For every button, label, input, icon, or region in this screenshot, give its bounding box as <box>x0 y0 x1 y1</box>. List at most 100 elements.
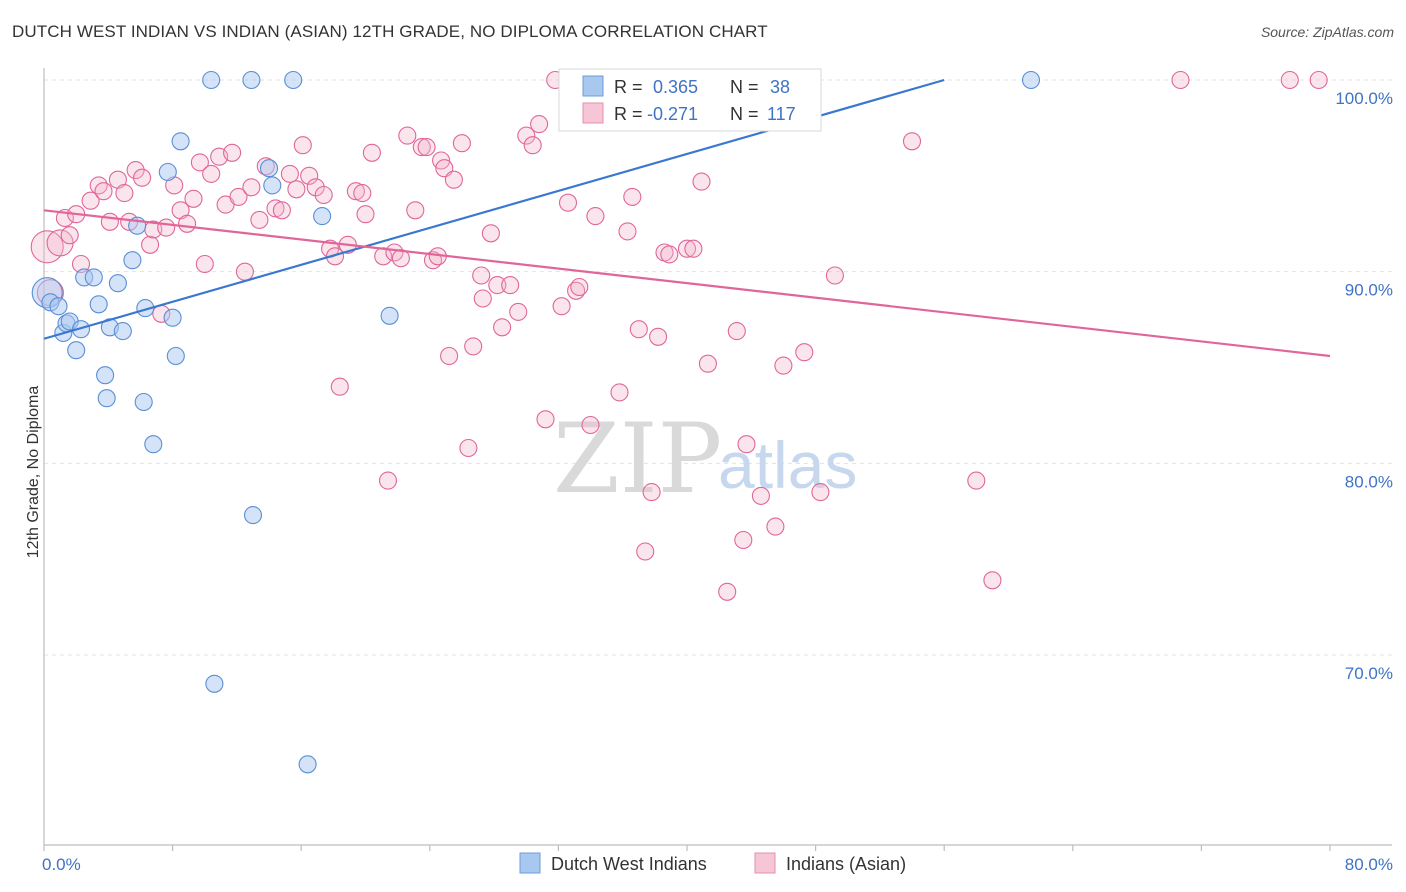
x-tick-label-min: 0.0% <box>42 855 81 874</box>
indians-asian-point-52 <box>378 471 398 490</box>
indians-asian-point-69 <box>473 289 492 308</box>
dutch-west-indians-point-27 <box>242 70 261 90</box>
indians-asian-point-7 <box>81 191 100 210</box>
indians-asian-point-63 <box>440 346 459 366</box>
indians-asian-point-94 <box>660 245 679 264</box>
indians-asian-point-15 <box>133 168 152 187</box>
y-tick-label-100: 100.0% <box>1335 89 1393 108</box>
watermark: ZIP atlas <box>553 403 857 515</box>
dutch-west-indians-point-37 <box>1021 70 1041 90</box>
indians-asian-point-16 <box>141 235 160 254</box>
dutch-west-indians-point-34 <box>380 306 399 325</box>
indians-asian-point-95 <box>677 239 697 258</box>
indians-asian-point-102 <box>737 435 756 454</box>
indians-asian-point-50 <box>362 143 381 162</box>
legend-swatch-pink <box>582 102 604 124</box>
indians-asian-point-106 <box>795 343 814 362</box>
indians-asian-point-14 <box>126 161 145 180</box>
indians-asian-point-74 <box>509 302 528 321</box>
indians-asian-point-66 <box>459 438 478 458</box>
indians-asian-point-4 <box>60 226 79 245</box>
indians-asian-point-110 <box>967 471 986 490</box>
indians-asian-point-39 <box>293 136 312 155</box>
indians-asian-point-87 <box>618 222 637 241</box>
dutch-west-indians-point-33 <box>313 207 332 226</box>
watermark-atlas: atlas <box>718 428 857 502</box>
x-tick-label-max: 80.0% <box>1345 855 1393 874</box>
watermark-zip: ZIP <box>553 403 722 515</box>
indians-asian-point-58 <box>417 138 436 157</box>
dutch-west-indians-point-9 <box>84 268 103 287</box>
y-axis-title: 12th Grade, No Diploma <box>25 386 42 559</box>
indians-asian-point-108 <box>825 266 844 285</box>
grid-lines <box>44 79 1392 656</box>
dutch-west-indians-point-24 <box>171 132 190 151</box>
indians-asian-point-67 <box>464 337 483 356</box>
indians-asian-point-30 <box>229 187 248 206</box>
indians-asian-point-65 <box>452 134 471 153</box>
indians-asian-point-100 <box>727 322 746 341</box>
chart-title: DUTCH WEST INDIAN VS INDIAN (ASIAN) 12TH… <box>12 22 768 41</box>
indians-asian-point-8 <box>89 176 108 195</box>
dutch-west-indians-point-26 <box>205 674 224 693</box>
legend-n-label-1: N = <box>730 77 759 97</box>
y-tick-label-70: 70.0% <box>1345 664 1393 683</box>
indians-asian-point-71 <box>488 276 507 295</box>
correlation-legend: R = 0.365 N = 38 R = -0.271 N = 117 <box>558 68 822 132</box>
dutch-west-indians-point-12 <box>97 389 116 408</box>
indians-asian-point-55 <box>398 126 417 145</box>
bottom-legend-swatch-pink <box>754 852 776 874</box>
dutch-west-indians-point-31 <box>284 70 303 90</box>
indians-asian-point-86 <box>610 383 629 402</box>
indians-asian-point-96 <box>684 239 703 258</box>
indians-asian-point-77 <box>530 115 549 134</box>
y-tick-label-80: 80.0% <box>1345 472 1393 491</box>
indians-asian-point-56 <box>406 201 425 220</box>
indians-asian-point-38 <box>287 180 306 199</box>
dutch-west-indians-point-28 <box>243 506 263 525</box>
legend-n-value-2: 117 <box>767 104 796 124</box>
indians-asian-point-107 <box>811 483 830 502</box>
indians-asian-point-76 <box>523 136 542 155</box>
indians-asian-point-29 <box>223 143 242 162</box>
y-tick-label-90: 90.0% <box>1345 281 1393 300</box>
series-indians-asian-points <box>30 70 1328 601</box>
indians-asian-point-109 <box>902 132 922 151</box>
indians-asian-point-105 <box>774 356 793 375</box>
axes <box>43 68 1392 846</box>
legend-r-label-2: R = <box>614 104 643 124</box>
legend-n-value-1: 38 <box>770 77 790 97</box>
indians-asian-point-64 <box>444 170 463 189</box>
indians-asian-point-84 <box>581 415 600 435</box>
trend-line-indians-asian <box>43 209 1331 358</box>
indians-asian-point-24 <box>190 153 209 172</box>
dutch-west-indians-point-22 <box>163 308 182 327</box>
indians-asian-point-57 <box>412 138 431 157</box>
indians-asian-point-97 <box>692 172 711 191</box>
indians-asian-point-113 <box>1280 70 1299 90</box>
indians-asian-point-9 <box>94 182 113 201</box>
indians-asian-point-31 <box>235 262 254 281</box>
series-dutch-west-indians-points <box>31 70 1041 774</box>
indians-asian-point-81 <box>558 193 578 212</box>
indians-asian-point-72 <box>493 318 512 337</box>
indians-asian-point-25 <box>195 254 214 274</box>
indians-asian-point-98 <box>698 354 717 373</box>
dutch-west-indians-point-23 <box>166 346 185 366</box>
dutch-west-indians-point-11 <box>96 366 115 385</box>
dutch-west-indians-point-15 <box>113 322 132 341</box>
x-axis-tick-labels: 0.0% 80.0% <box>42 855 1393 874</box>
indians-asian-point-22 <box>178 214 197 233</box>
dutch-west-indians-point-32 <box>298 755 317 774</box>
indians-asian-point-111 <box>983 571 1002 590</box>
indians-asian-point-47 <box>346 182 365 201</box>
dutch-west-indians-point-2 <box>49 297 68 316</box>
indians-asian-point-73 <box>501 276 520 295</box>
dutch-west-indians-point-18 <box>134 392 153 412</box>
y-axis-tick-labels: 100.0% 90.0% 80.0% 70.0% <box>1335 89 1393 683</box>
legend-swatch-blue <box>582 75 604 97</box>
indians-asian-point-92 <box>649 327 668 346</box>
dutch-west-indians-point-10 <box>89 295 108 314</box>
series-legend: Dutch West Indians Indians (Asian) <box>519 852 906 874</box>
